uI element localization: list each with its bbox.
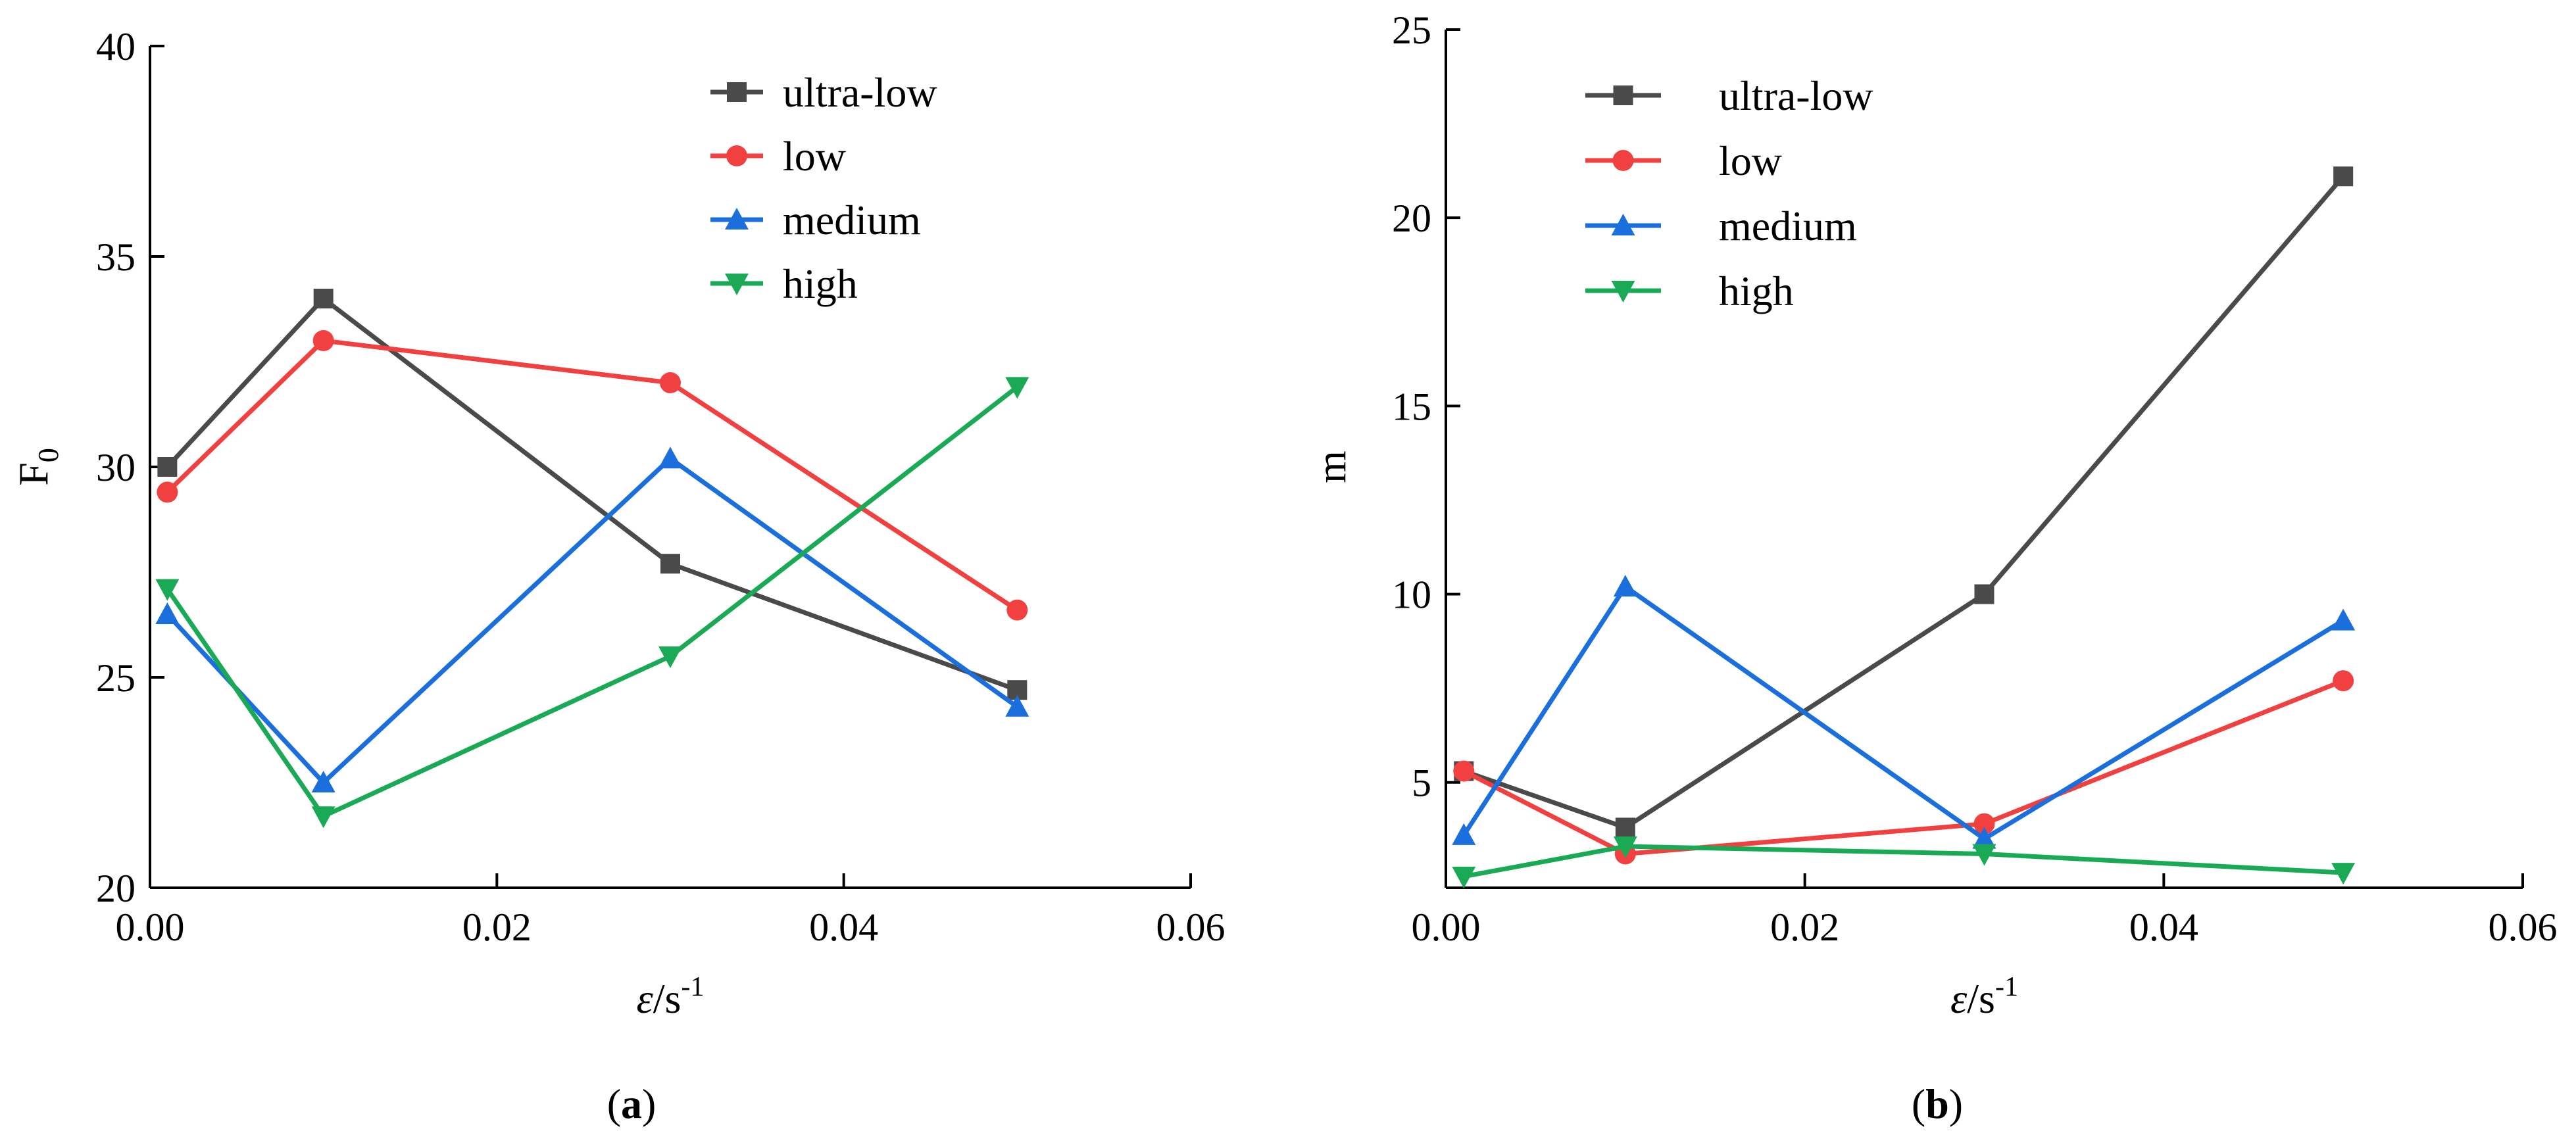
data-point-ultra-low xyxy=(1615,817,1635,838)
y-tick-label: 5 xyxy=(1412,762,1431,805)
data-point-ultra-low xyxy=(660,554,680,574)
x-axis-label: ε/s-1 xyxy=(1950,972,2018,1022)
legend-marker-low xyxy=(726,145,747,166)
x-tick-label: 0.02 xyxy=(1770,906,1839,949)
legend-marker-medium xyxy=(725,208,749,230)
data-point-low xyxy=(660,372,681,393)
panel-b-chart: 0.00 0.02 0.04 0.06 5 10 15 20 25 ε/s-1 m ultra-low… xyxy=(1308,9,2558,1127)
x-tick-label: 0.04 xyxy=(809,906,878,949)
y-tick-label: 30 xyxy=(96,446,136,489)
data-point-medium xyxy=(1613,575,1637,597)
x-tick-label: 0.04 xyxy=(2129,906,2198,949)
legend-label-ultra-low: ultra-low xyxy=(1719,72,1873,119)
y-axis-label: F0 xyxy=(10,448,64,486)
legend-marker-ultra-low xyxy=(727,82,747,102)
x-tick-label: 0.06 xyxy=(2489,906,2558,949)
y-tick-label: 35 xyxy=(96,235,136,279)
data-point-low xyxy=(157,481,178,503)
data-point-low xyxy=(1973,813,1995,835)
y-tick-label: 15 xyxy=(1392,385,1431,428)
data-point-low xyxy=(2333,670,2354,692)
series-line-ultra-low xyxy=(1463,174,2345,831)
legend-marker-high xyxy=(725,274,749,295)
data-point-high xyxy=(155,579,180,601)
data-point-medium xyxy=(1972,827,1996,849)
y-tick-label: 20 xyxy=(96,867,136,910)
x-axis-label: ε/s-1 xyxy=(637,972,705,1022)
legend-label-medium: medium xyxy=(783,197,921,243)
legend-label-high: high xyxy=(1719,268,1794,314)
panel-a-chart: 0.00 0.02 0.04 0.06 20 25 30 35 40 ε/s-1 F0 ultra-l… xyxy=(10,25,1226,1127)
legend-label-low: low xyxy=(1719,137,1782,184)
series-line-medium xyxy=(1462,583,2344,842)
y-tick-label: 25 xyxy=(1392,9,1431,52)
data-point-ultra-low xyxy=(313,289,334,308)
x-tick-label: 0.06 xyxy=(1156,906,1226,949)
legend-marker-low xyxy=(1612,150,1634,171)
data-point-ultra-low xyxy=(2333,166,2354,187)
data-point-ultra-low xyxy=(1974,584,1994,604)
panel-label: (a) xyxy=(607,1080,656,1127)
y-tick-label: 25 xyxy=(96,656,136,700)
series-line-low xyxy=(165,338,1019,612)
x-tick-label: 0.02 xyxy=(462,906,532,949)
data-point-low xyxy=(1006,599,1028,621)
legend-label-ultra-low: ultra-low xyxy=(783,69,937,116)
y-tick-label: 10 xyxy=(1392,573,1431,617)
y-tick-label: 20 xyxy=(1392,197,1431,240)
data-point-medium xyxy=(658,447,682,469)
data-point-high xyxy=(1005,377,1029,399)
data-point-low xyxy=(312,330,334,351)
data-point-medium xyxy=(311,771,335,792)
data-point-high xyxy=(1972,844,1996,866)
x-tick-label: 0.00 xyxy=(116,906,185,949)
y-tick-label: 40 xyxy=(96,25,136,68)
data-point-high xyxy=(1613,836,1637,859)
x-tick-label: 0.00 xyxy=(1412,906,1481,949)
data-point-medium xyxy=(155,602,180,624)
legend-marker-high xyxy=(1611,281,1635,303)
data-point-high xyxy=(658,646,682,668)
data-point-high xyxy=(311,806,335,829)
legend-marker-medium xyxy=(1611,214,1635,235)
data-point-medium xyxy=(1005,694,1029,717)
legend-label-low: low xyxy=(783,133,846,180)
data-point-medium xyxy=(1452,823,1476,845)
panel-label: (b) xyxy=(1912,1080,1963,1127)
y-axis-label: m xyxy=(1308,450,1354,483)
legend-label-high: high xyxy=(783,260,858,307)
series-line-medium xyxy=(165,455,1019,786)
series-line-high xyxy=(165,385,1019,819)
series-line-low xyxy=(1462,678,2344,857)
data-point-high xyxy=(1452,866,1476,888)
data-point-high xyxy=(2331,863,2356,885)
data-point-low xyxy=(1453,760,1475,782)
legend-marker-ultra-low xyxy=(1613,85,1633,105)
data-point-medium xyxy=(2331,608,2356,631)
series-line-ultra-low xyxy=(165,295,1018,692)
data-point-ultra-low xyxy=(157,457,178,477)
legend-label-medium: medium xyxy=(1719,203,1857,249)
series-line-high xyxy=(1463,844,2344,879)
